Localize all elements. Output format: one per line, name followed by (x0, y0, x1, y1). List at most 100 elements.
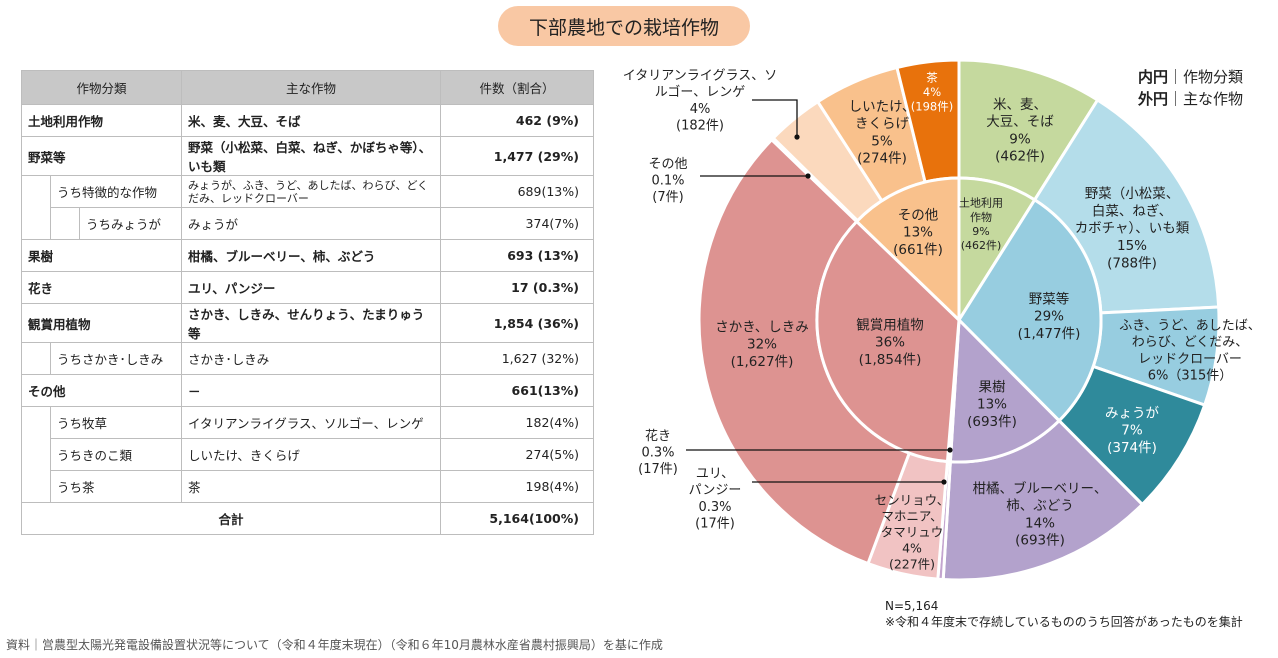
row-category: うちきのこ類 (50, 438, 182, 471)
outer-slice-0 (957, 58, 1100, 202)
legend-inner-key: 内円 (1138, 68, 1169, 86)
row-category: 野菜等 (21, 136, 182, 176)
outer-slice-label-line: みょうが (1105, 405, 1159, 421)
row-crops: みょうが (181, 207, 441, 240)
row-category: 観賞用植物 (21, 303, 182, 343)
table-row: 土地利用作物 米、麦、大豆、そば 462 (9%) (21, 104, 594, 137)
row-crops: さかき、しきみ、せんりょう、たまりゅう等 (181, 303, 441, 343)
inner-slice-label-line: 13% (977, 397, 1007, 413)
outer-slice-label-line: レッドクローバー (1138, 352, 1242, 367)
row-crops: ユリ、パンジー (181, 271, 441, 304)
outer-slice-10 (815, 65, 927, 203)
outer-slice-label-line: 0.3% (698, 500, 731, 515)
outer-slice-label-line: 柑橘、ブルーベリー、 (973, 480, 1108, 497)
outer-slice-8 (769, 135, 860, 224)
table-row: 野菜等 野菜（小松菜、白菜、ねぎ、かぼちゃ等）、いも類 1,477 (29%) (21, 136, 594, 176)
inner-slice-label-line: 36% (875, 335, 905, 351)
table-row: 観賞用植物 さかき、しきみ、せんりょう、たまりゅう等 1,854 (36%) (21, 303, 594, 343)
outer-slice-label: みょうが 7% (374件) (1105, 405, 1159, 456)
outer-slice-1 (1032, 97, 1221, 315)
outer-slice-5 (936, 459, 952, 582)
total-value: 5,164(100%) (440, 502, 594, 535)
inner-slice-label-line: (17件) (638, 462, 678, 477)
leader-line-dot (947, 447, 953, 453)
inner-slice-label-line: 作物 (970, 210, 992, 224)
chart-legend: 内円｜作物分類 外円｜主な作物 (1138, 68, 1244, 108)
row-category: その他 (21, 374, 182, 407)
table-row: 花き ユリ、パンジー 17 (0.3%) (21, 271, 594, 304)
row-crops: みょうが、ふき、うど、あしたば、わらび、どくだみ、レッドクローバー (181, 175, 441, 208)
outer-slice-label: 野菜（小松菜、白菜、ねぎ、カボチャ）、いも類 15% (788件) (1075, 186, 1190, 271)
row-category: 土地利用作物 (21, 104, 182, 137)
leader-line (752, 99, 798, 137)
row-category: うち茶 (50, 470, 182, 503)
outer-slice-label-line: (227件) (889, 556, 935, 571)
leader-line-dot (794, 134, 800, 140)
outer-slice-label: センリョウ、マホニア、タマリュウ 4% (227件) (875, 492, 950, 571)
outer-slice-label-line: 茶 (926, 70, 938, 84)
indent-cell (21, 438, 51, 471)
outer-slice-9 (771, 99, 884, 223)
inner-slice-label-line: 野菜等 (1029, 290, 1070, 307)
table-header-row: 作物分類 主な作物 件数（割合） (21, 70, 594, 105)
inner-slice-label: 野菜等 29% (1,477件) (1018, 290, 1081, 342)
row-count: 661(13%) (440, 374, 594, 407)
row-crops: 柑橘、ブルーベリー、柿、ぶどう (181, 239, 441, 272)
outer-slice-label-line: (462件) (995, 149, 1045, 165)
outer-slice-label-line: (182件) (676, 119, 724, 134)
footnote-n: N=5,164 (885, 599, 939, 613)
inner-slice-label-line: その他 (898, 207, 939, 223)
row-count: 689(13%) (440, 175, 594, 208)
row-count: 274(5%) (440, 438, 594, 471)
total-label: 合計 (21, 502, 441, 535)
inner-slice-label-line: 果樹 (979, 379, 1006, 395)
outer-slice-label-line: 白菜、ねぎ、 (1092, 203, 1172, 219)
outer-slice-label-line: 4% (902, 540, 922, 555)
outer-slice-label-line: イタリアンライグラス、ソ (623, 69, 777, 84)
table-row: うちきのこ類 しいたけ、きくらげ 274(5%) (21, 438, 594, 471)
outer-slice-label: 柑橘、ブルーベリー、柿、ぶどう 14% (693件) (973, 480, 1108, 549)
row-count: 374(7%) (440, 207, 594, 240)
inner-slice-label-line: (661件) (893, 242, 943, 258)
indent-cell (21, 342, 51, 375)
outer-slice-label-line: (7件) (652, 190, 683, 205)
outer-slice-4 (941, 418, 1145, 582)
inner-slice-4 (815, 219, 961, 464)
inner-slice-label-line: (1,854件) (859, 352, 922, 368)
outer-slice-label-line: 4% (923, 85, 941, 99)
inner-slice-label-line: 13% (903, 225, 933, 241)
inner-slice-label-line: 9% (972, 225, 989, 238)
outer-slice-label-line: タマリュウ (881, 524, 944, 539)
table-row: その他－ 661(13%) (21, 374, 594, 407)
indent-cell (21, 175, 51, 208)
outer-slice-label-line: 32% (747, 337, 777, 353)
outer-slice-label-line: ユリ、 (696, 467, 734, 482)
legend-outer-key: 外円 (1138, 90, 1169, 108)
row-crops: 米、麦、大豆、そば (181, 104, 441, 137)
outer-slice-label: さかき、しきみ 32% (1,627件) (715, 319, 809, 370)
row-count: 1,854 (36%) (440, 303, 594, 343)
crop-table: 作物分類 主な作物 件数（割合） 土地利用作物 米、麦、大豆、そば 462 (9%)… (21, 70, 594, 535)
inner-slice-3 (945, 319, 961, 464)
outer-slice-label: 茶 4% (198件) (911, 70, 953, 113)
outer-slice-label-line: 9% (1009, 131, 1031, 147)
row-crops: さかき･しきみ (181, 342, 441, 375)
outer-slice-label: 米、麦、大豆、そば 9% (462件) (986, 97, 1054, 165)
outer-slice-label-line: 14% (1025, 515, 1055, 531)
inner-slice-0 (957, 176, 1037, 326)
source-note: 資料｜営農型太陽光発電設備設置状況等について（令和４年度末現在）（令和６年10月… (6, 638, 663, 652)
table-total-row: 合計 5,164(100%) (21, 502, 594, 535)
outer-slice-label-line: 野菜（小松菜、 (1085, 186, 1180, 202)
footnote: N=5,164 ※令和４年度末で存続しているもののうち回答があったものを集計 (885, 598, 1243, 630)
inner-slice-label: その他 13% (661件) (893, 207, 943, 258)
outer-slice-6 (866, 451, 950, 581)
header-crops: 主な作物 (181, 70, 441, 105)
outer-slice-label-line: 大豆、そば (986, 114, 1054, 130)
outer-slice-label-line: 米、麦、 (993, 97, 1047, 113)
outer-slice-label-line: (17件) (695, 517, 735, 532)
row-count: 462 (9%) (440, 104, 594, 137)
row-count: 1,627 (32%) (440, 342, 594, 375)
outer-slice-label-line: 4% (690, 102, 711, 117)
indent-cell (21, 406, 51, 439)
legend-outer-desc: 主な作物 (1183, 90, 1244, 108)
